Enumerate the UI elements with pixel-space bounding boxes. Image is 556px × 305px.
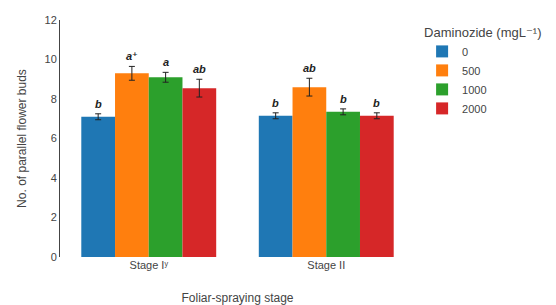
svg-text:No. of parallel flower buds: No. of parallel flower buds bbox=[15, 69, 29, 208]
svg-text:0: 0 bbox=[51, 251, 57, 263]
svg-text:8: 8 bbox=[51, 93, 57, 105]
svg-text:b: b bbox=[272, 97, 279, 109]
svg-text:0: 0 bbox=[462, 46, 468, 58]
svg-text:Foliar-spraying stage: Foliar-spraying stage bbox=[181, 291, 293, 305]
svg-text:ab: ab bbox=[303, 62, 316, 74]
svg-text:b: b bbox=[95, 98, 102, 110]
svg-text:Stage II: Stage II bbox=[307, 259, 345, 271]
svg-text:2000: 2000 bbox=[462, 103, 486, 115]
svg-text:1000: 1000 bbox=[462, 84, 486, 96]
svg-text:500: 500 bbox=[462, 65, 480, 77]
svg-text:a⁺: a⁺ bbox=[126, 50, 138, 62]
svg-text:ab: ab bbox=[193, 63, 206, 75]
svg-text:10: 10 bbox=[45, 53, 57, 65]
svg-text:Stage Iʸ: Stage Iʸ bbox=[130, 259, 169, 271]
svg-text:b: b bbox=[373, 97, 380, 109]
svg-text:12: 12 bbox=[45, 14, 57, 26]
svg-text:Daminozide (mgL⁻¹): Daminozide (mgL⁻¹) bbox=[424, 25, 541, 40]
svg-text:6: 6 bbox=[51, 132, 57, 144]
svg-text:b: b bbox=[340, 93, 347, 105]
svg-text:a: a bbox=[163, 56, 169, 68]
svg-text:4: 4 bbox=[51, 172, 57, 184]
svg-text:2: 2 bbox=[51, 211, 57, 223]
